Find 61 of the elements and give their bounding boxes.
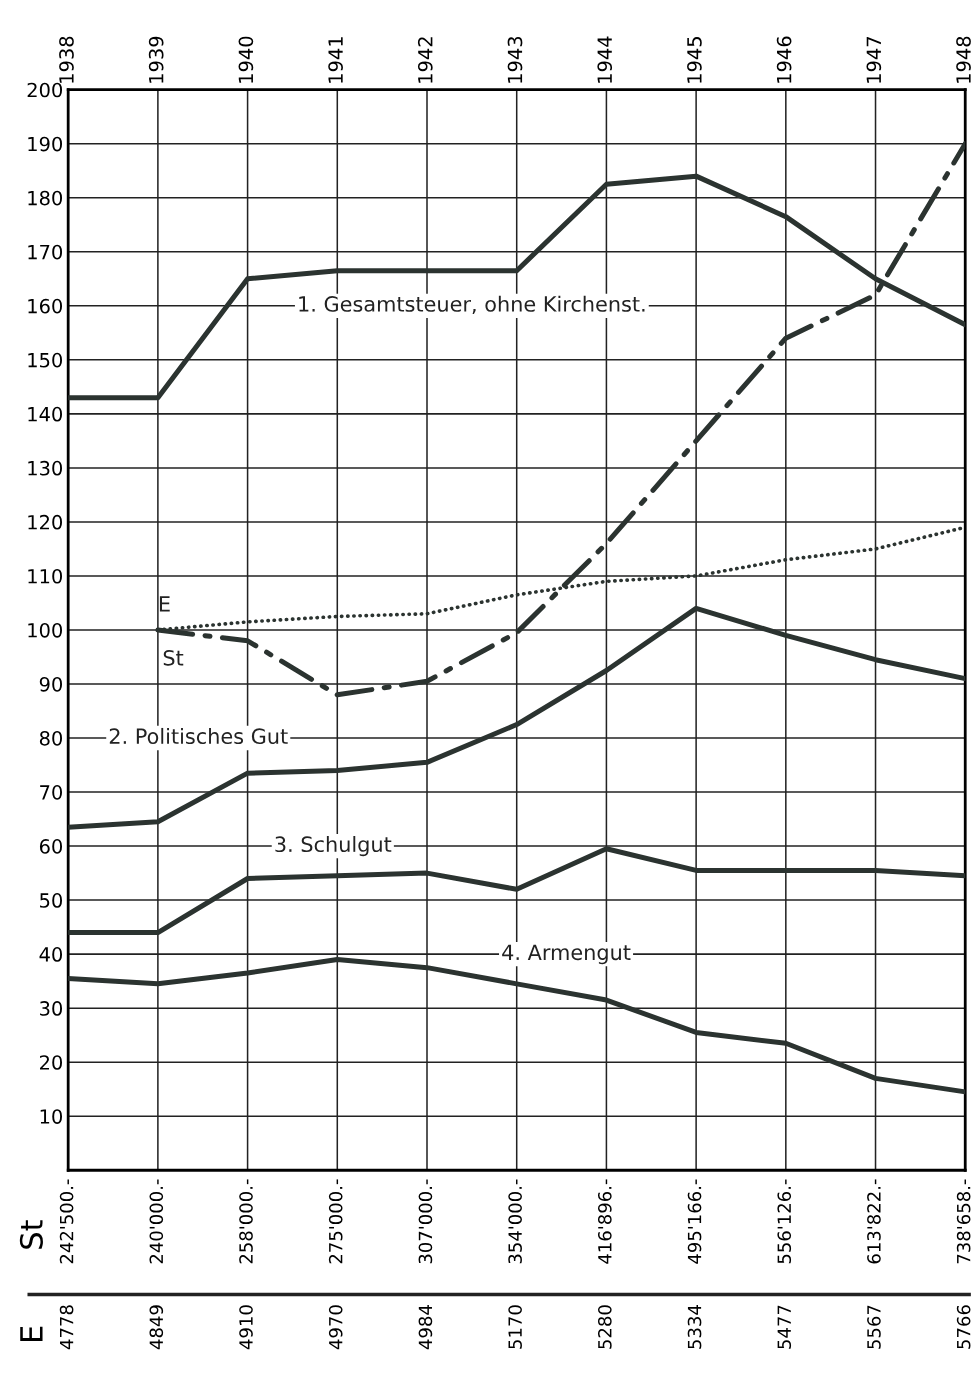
text: 613'822.- [867,1179,881,1264]
x-tick-label: 1947 [866,37,882,83]
y-tick-label: 170 [28,244,63,260]
x-tick-label: 1948 [956,36,971,83]
text: 5766 [956,1305,971,1349]
x-tick-label: 1945 [687,37,702,83]
y-tick-label: 180 [28,190,63,206]
series-label: 2. Politisches Gut [109,727,288,745]
text: 240'000.- [149,1179,164,1264]
y-tick-label: 40 [39,947,63,962]
x-tick-label: 1940 [238,36,254,83]
text: 354'000.- [508,1179,522,1264]
text: 5567 [867,1305,881,1349]
text: 4984 [418,1305,433,1350]
x-tick-label: 1941 [328,37,343,83]
text: 556'126.- [777,1179,792,1264]
text: 307'000.- [418,1179,433,1264]
text: E [20,1326,43,1342]
series-label: 3. Schulgut [275,836,392,857]
series-label: 1. Gesamtsteuer, ohne Kirchenst. [299,295,645,314]
y-tick-label: 110 [28,568,63,584]
y-tick-label: 160 [28,298,63,314]
y-tick-label: 20 [40,1055,63,1070]
x-tick-label: 1946 [776,36,792,83]
y-tick-label: 100 [28,622,63,638]
text: 4778 [59,1305,74,1350]
text: 5334 [687,1305,702,1349]
text: 4849 [149,1305,164,1350]
y-tick-label: 150 [28,352,63,368]
text: 416'896.- [597,1179,612,1264]
y-tick-label: 50 [40,893,63,908]
text: 242'500.- [59,1179,74,1264]
text: 258'000.- [239,1179,253,1264]
text: 5477 [777,1305,792,1349]
y-tick-label: 30 [40,1001,63,1016]
x-tick-label: 1943 [507,36,523,83]
y-tick-label: 90 [39,676,63,692]
text: St [19,1220,43,1249]
text: 738'658.- [956,1179,971,1264]
y-tick-label: 200 [27,82,63,98]
y-tick-label: 80 [39,730,63,746]
text: 5280 [597,1305,612,1349]
y-tick-label: 60 [39,839,63,854]
text: 495'166.- [687,1179,702,1264]
series-label: St [163,649,184,666]
x-tick-label: 1942 [417,37,433,83]
y-tick-label: 130 [28,460,63,476]
y-tick-label: 140 [28,406,63,422]
y-tick-label: 70 [40,785,63,800]
text: 4970 [328,1305,343,1350]
series-label: E [159,596,170,612]
text: 275'000.- [328,1179,343,1264]
text: 4910 [239,1305,253,1350]
text: 5170 [508,1305,522,1349]
series-label: 4. Armengut [502,944,631,965]
x-tick-label: 1944 [597,36,613,83]
y-tick-label: 120 [28,514,63,530]
x-tick-label: 1938 [59,36,74,83]
y-tick-label: 10 [40,1109,63,1124]
y-tick-label: 190 [28,136,63,152]
x-tick-label: 1939 [148,36,164,83]
